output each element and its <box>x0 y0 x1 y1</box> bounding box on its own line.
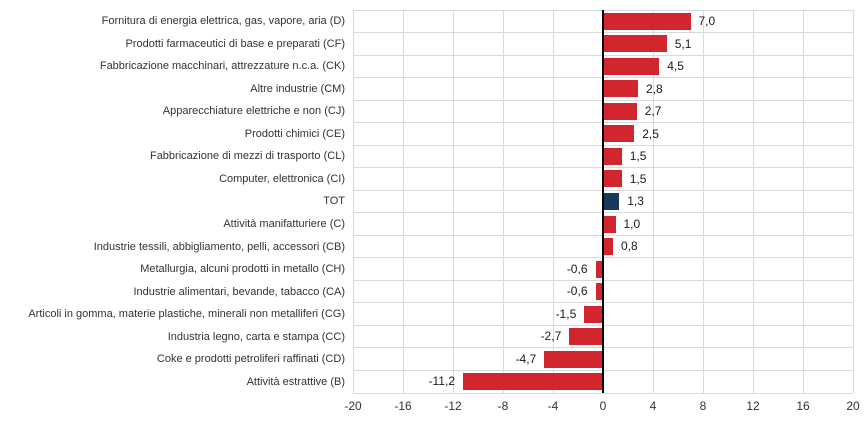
value-label: -0,6 <box>566 284 588 299</box>
gridline-vertical <box>702 10 704 393</box>
category-label: Industrie alimentari, bevande, tabacco (… <box>133 285 345 298</box>
x-tick-label: -8 <box>497 399 509 413</box>
bar <box>603 170 622 188</box>
category-label: Computer, elettronica (CI) <box>219 172 345 185</box>
value-label: -0,6 <box>566 261 588 276</box>
category-label: TOT <box>323 195 345 208</box>
gridline-horizontal <box>353 392 853 394</box>
x-tick-label: 8 <box>699 399 707 413</box>
category-label: Attività estrattive (B) <box>246 375 345 388</box>
value-label: 2,7 <box>644 104 662 119</box>
bar <box>603 102 637 120</box>
x-tick-label: -4 <box>547 399 559 413</box>
bar <box>569 328 603 346</box>
category-label: Prodotti chimici (CE) <box>244 127 345 140</box>
x-tick-label: -12 <box>444 399 462 413</box>
gridline-vertical <box>852 10 854 393</box>
bar <box>603 12 691 30</box>
gridline-vertical <box>402 10 404 393</box>
x-tick-label: 12 <box>746 399 760 413</box>
x-tick-label: -20 <box>344 399 362 413</box>
value-label: -11,2 <box>428 374 455 389</box>
category-label: Industria legno, carta e stampa (CC) <box>167 330 345 343</box>
value-label: -4,7 <box>515 351 537 366</box>
bar <box>603 125 635 143</box>
x-tick-label: 4 <box>649 399 657 413</box>
x-tick-label: 16 <box>796 399 810 413</box>
gridline-vertical <box>652 10 654 393</box>
bar <box>603 35 667 53</box>
gridline-vertical <box>352 10 354 393</box>
bar <box>603 80 638 98</box>
bar <box>603 193 620 210</box>
category-label: Altre industrie (CM) <box>250 82 345 95</box>
category-label: Prodotti farmaceutici di base e preparat… <box>125 37 345 50</box>
value-label: 0,8 <box>621 239 638 254</box>
x-tick-label: 0 <box>599 399 607 413</box>
gridline-vertical <box>802 10 804 393</box>
gridline-vertical <box>452 10 454 393</box>
value-label: 1,5 <box>629 171 647 186</box>
plot-area: 7,0 5,1 4,5 2,8 2,7 2,5 1,5 1,5 1,3 1,0 0,8 -0,6 -0,… <box>352 9 854 394</box>
category-label: Apparecchiature elettriche e non (CJ) <box>162 105 345 118</box>
value-label: -1,5 <box>555 306 577 321</box>
category-axis: Fornitura di energia elettrica, gas, vap… <box>0 10 345 393</box>
bar <box>595 260 603 278</box>
category-label: Fabbricazione di mezzi di trasporto (CL) <box>149 150 345 163</box>
category-label: Industrie tessili, abbigliamento, pelli,… <box>93 240 345 253</box>
bar <box>603 147 622 165</box>
category-label: Coke e prodotti petroliferi raffinati (C… <box>156 353 345 366</box>
x-tick-label: -16 <box>394 399 412 413</box>
bar <box>544 350 603 368</box>
x-tick-label: 20 <box>846 399 860 413</box>
value-label: 2,8 <box>646 81 663 96</box>
bar <box>603 238 613 256</box>
value-label: 2,5 <box>642 126 659 141</box>
value-label: 5,1 <box>674 36 692 51</box>
category-label: Fornitura di energia elettrica, gas, vap… <box>101 15 345 28</box>
category-label: Fabbricazione macchinari, attrezzature n… <box>99 60 345 73</box>
bar <box>584 305 603 323</box>
gridline-vertical <box>752 10 754 393</box>
value-label: -2,7 <box>540 329 562 344</box>
bar <box>603 215 616 233</box>
zero-axis-line <box>602 10 604 393</box>
value-label: 1,3 <box>627 194 644 209</box>
value-label: 4,5 <box>667 59 684 74</box>
bar <box>595 283 603 301</box>
value-label: 1,0 <box>623 216 641 231</box>
bar <box>603 57 660 75</box>
bar <box>463 373 603 391</box>
value-label: 1,5 <box>629 149 647 164</box>
category-label: Articoli in gomma, materie plastiche, mi… <box>28 308 345 321</box>
value-label: 7,0 <box>698 14 716 28</box>
category-label: Metallurgia, alcuni prodotti in metallo … <box>140 263 345 276</box>
category-label: Attività manifatturiere (C) <box>223 218 345 230</box>
gridline-vertical <box>502 10 504 393</box>
gridline-vertical <box>552 10 554 393</box>
